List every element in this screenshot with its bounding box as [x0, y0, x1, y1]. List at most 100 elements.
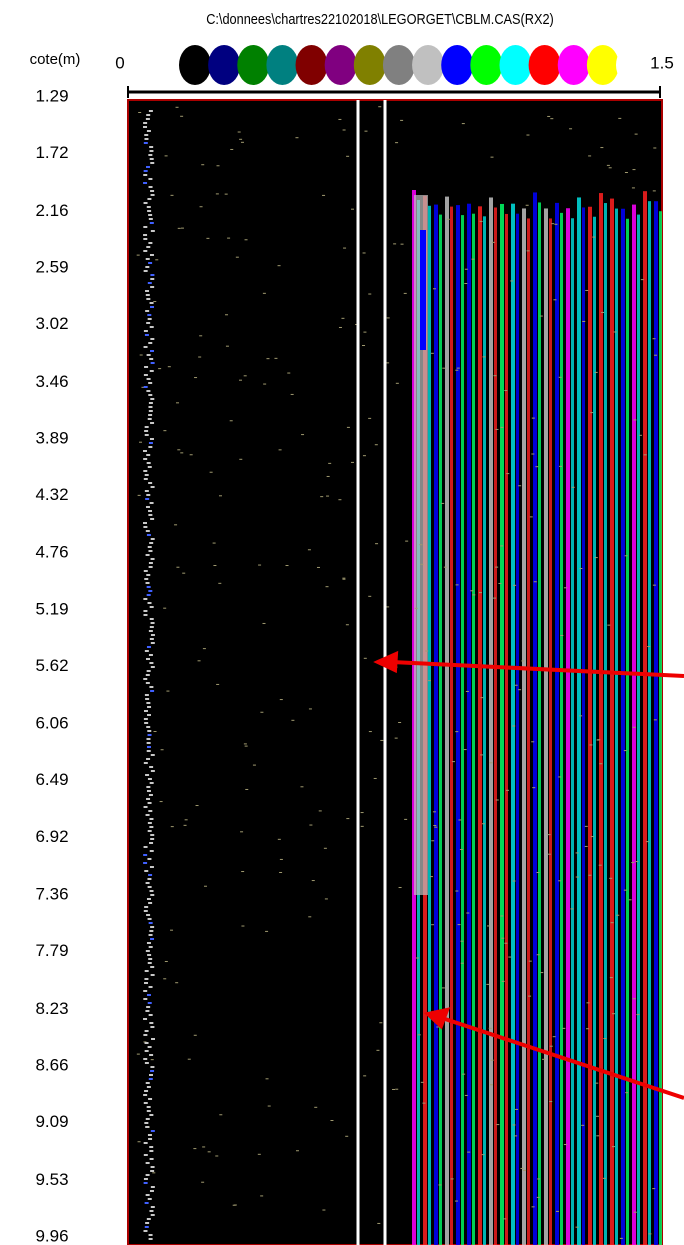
speck: [218, 582, 222, 584]
speck: [177, 227, 181, 229]
speck: [145, 682, 150, 684]
speck: [147, 314, 152, 316]
speck: [147, 822, 152, 824]
speck: [148, 242, 153, 244]
arrowhead: [373, 650, 399, 674]
stripe: [626, 218, 629, 1245]
speck: [150, 558, 155, 560]
speck: [180, 115, 184, 117]
y-tick-label: 3.89: [35, 428, 68, 447]
speck: [616, 914, 620, 916]
speck: [145, 506, 150, 508]
speck: [265, 1078, 269, 1080]
speck: [368, 417, 372, 419]
y-tick-label: 9.53: [35, 1170, 68, 1189]
speck: [146, 130, 151, 132]
speck: [500, 545, 504, 547]
speck: [432, 811, 436, 813]
speck: [146, 298, 151, 300]
speck: [465, 690, 469, 692]
speck: [149, 158, 154, 160]
speck: [525, 204, 529, 206]
speck: [311, 880, 315, 882]
speck: [143, 234, 148, 236]
speck: [454, 1200, 458, 1202]
speck: [149, 358, 154, 360]
speck: [603, 1038, 607, 1040]
speck: [152, 1172, 156, 1174]
stripe: [527, 218, 530, 1245]
speck: [430, 352, 434, 354]
speck: [146, 746, 151, 748]
speck: [279, 871, 283, 873]
speck: [490, 1059, 494, 1061]
speck: [147, 734, 152, 736]
speck: [136, 254, 140, 256]
speck: [143, 846, 148, 848]
speck: [341, 317, 345, 319]
speck: [145, 258, 150, 260]
speck: [584, 845, 588, 847]
speck: [150, 278, 155, 280]
speck: [148, 446, 153, 448]
speck: [345, 1135, 349, 1137]
speck: [146, 738, 151, 740]
speck: [144, 982, 149, 984]
speck: [436, 1026, 440, 1028]
speck: [393, 243, 397, 245]
speck: [379, 1022, 383, 1024]
speck: [148, 186, 153, 188]
speck: [207, 1151, 211, 1153]
speck: [143, 862, 148, 864]
speck: [504, 942, 508, 944]
speck: [143, 126, 148, 128]
speck: [459, 848, 463, 850]
speck: [442, 367, 446, 369]
color-swatch: [586, 45, 619, 85]
speck: [147, 282, 152, 284]
speck: [609, 977, 613, 979]
speck: [147, 962, 152, 964]
speck: [146, 1006, 151, 1008]
speck: [187, 1058, 191, 1060]
speck: [146, 454, 151, 456]
speck: [518, 485, 522, 487]
speck: [400, 243, 404, 245]
speck: [150, 666, 155, 668]
speck: [481, 1154, 485, 1156]
image-texture: [136, 106, 662, 1245]
speck: [464, 283, 468, 285]
speck: [360, 812, 364, 814]
speck: [643, 454, 647, 456]
speck: [150, 194, 155, 196]
speck: [145, 1010, 150, 1012]
speck: [143, 1018, 148, 1020]
speck: [362, 345, 366, 347]
speck: [633, 1211, 637, 1213]
speck: [599, 763, 603, 765]
speck: [149, 1146, 154, 1148]
speck: [146, 390, 151, 392]
speck: [322, 1209, 326, 1211]
speck: [590, 412, 594, 414]
speck: [144, 1042, 149, 1044]
speck: [612, 1013, 616, 1015]
speck: [495, 566, 499, 568]
speck: [145, 266, 150, 268]
speck: [471, 258, 475, 260]
speck: [146, 790, 151, 792]
speck: [198, 356, 202, 358]
speck: [570, 908, 574, 910]
speck: [149, 254, 154, 256]
speck: [555, 1210, 559, 1212]
speck: [150, 1026, 155, 1028]
speck: [149, 626, 154, 628]
stripe: [500, 203, 504, 1245]
speck: [177, 449, 181, 451]
speck: [143, 522, 148, 524]
speck: [638, 434, 642, 436]
speck: [149, 782, 154, 784]
speck: [147, 1002, 152, 1004]
speck: [563, 587, 567, 589]
speck: [536, 871, 540, 873]
